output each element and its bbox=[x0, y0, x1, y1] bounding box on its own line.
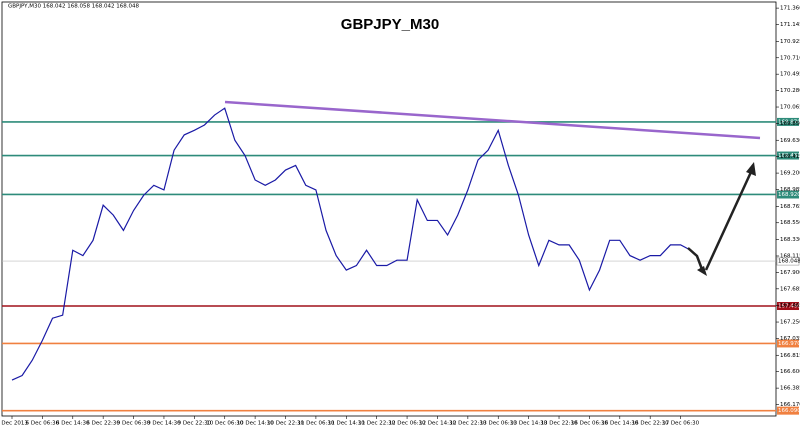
x-tick-label: 9 Dec 14:30 bbox=[147, 421, 181, 427]
price-line bbox=[11, 107, 691, 381]
y-tick-label: 167.685 bbox=[780, 286, 800, 292]
y-tick-label: 167.900 bbox=[780, 270, 800, 276]
level-tag bbox=[777, 190, 799, 199]
y-tick-label: 170.065 bbox=[780, 105, 800, 111]
x-tick-label: 13 Dec 22:30 bbox=[541, 421, 578, 427]
plot-frame bbox=[1, 1, 777, 417]
x-tick-label: 13 Dec 06:30 bbox=[480, 421, 517, 427]
arrow-up bbox=[704, 171, 753, 271]
y-tick-label: 169.415 bbox=[780, 154, 800, 160]
x-tick-label: 5 Dec 2013 bbox=[0, 421, 28, 427]
y-tick-label: 167.035 bbox=[780, 336, 800, 342]
x-tick-label: 9 Dec 22:30 bbox=[178, 421, 212, 427]
x-tick-label: 16 Dec 14:30 bbox=[601, 421, 638, 427]
x-tick-label: 12 Dec 06:30 bbox=[389, 421, 426, 427]
y-tick-label: 169.200 bbox=[780, 171, 800, 177]
level-tag bbox=[777, 339, 799, 348]
level-label: 169.430 bbox=[778, 153, 800, 159]
y-tick-label: 170.710 bbox=[780, 55, 800, 61]
x-tick-label: 12 Dec 22:30 bbox=[449, 421, 486, 427]
y-tick-label: 168.765 bbox=[780, 204, 800, 210]
x-tick-label: 10 Dec 14:30 bbox=[237, 421, 274, 427]
chart-title: GBPJPY_M30 bbox=[341, 16, 439, 33]
y-tick-label: 169.850 bbox=[780, 121, 800, 127]
y-tick-label: 168.330 bbox=[780, 237, 800, 243]
y-tick-label: 170.280 bbox=[780, 88, 800, 94]
x-tick-label: 13 Dec 14:30 bbox=[510, 421, 547, 427]
x-tick-label: 17 Dec 06:30 bbox=[662, 421, 699, 427]
level-label: 166.970 bbox=[778, 341, 800, 347]
y-tick-label: 171.360 bbox=[780, 6, 800, 12]
y-tick-label: 167.465 bbox=[780, 303, 800, 309]
y-tick-label: 166.385 bbox=[780, 386, 800, 392]
level-tag bbox=[777, 151, 799, 160]
level-tag bbox=[777, 117, 799, 126]
header: GBPJPY,M30 168.042 168.058 168.042 168.0… bbox=[8, 4, 139, 10]
y-tick-label: 170.925 bbox=[780, 39, 800, 45]
x-tick-label: 6 Dec 22:30 bbox=[86, 421, 120, 427]
y-tick-label: 166.815 bbox=[780, 353, 800, 359]
y-tick-label: 169.630 bbox=[780, 138, 800, 144]
x-tick-label: 6 Dec 06:30 bbox=[26, 421, 60, 427]
x-tick-label: 16 Dec 22:30 bbox=[632, 421, 669, 427]
y-tick-label: 168.550 bbox=[780, 220, 800, 226]
y-tick-label: 167.250 bbox=[780, 320, 800, 326]
y-tick-label: 168.985 bbox=[780, 187, 800, 193]
x-tick-label: 6 Dec 14:30 bbox=[56, 421, 90, 427]
current-price-tag bbox=[776, 256, 800, 266]
y-tick-label: 170.495 bbox=[780, 72, 800, 78]
arrow-head bbox=[697, 266, 707, 276]
level-tag bbox=[777, 406, 799, 415]
x-tick-label: 11 Dec 14:30 bbox=[328, 421, 365, 427]
y-tick-label: 166.170 bbox=[780, 402, 800, 408]
y-tick-label: 168.115 bbox=[780, 253, 800, 259]
arrow-down bbox=[687, 247, 705, 273]
trend-line bbox=[224, 100, 761, 140]
current-price-label: 168.048 bbox=[778, 259, 800, 265]
x-tick-label: 11 Dec 06:30 bbox=[297, 421, 334, 427]
level-label: 168.920 bbox=[778, 192, 800, 198]
level-label: 166.090 bbox=[778, 408, 800, 414]
level-label: 167.460 bbox=[778, 304, 800, 310]
level-label: 169.870 bbox=[778, 119, 800, 125]
y-tick-label: 166.600 bbox=[780, 369, 800, 375]
x-tick-label: 12 Dec 14:30 bbox=[419, 421, 456, 427]
level-tag bbox=[777, 302, 799, 311]
x-tick-label: 11 Dec 22:30 bbox=[358, 421, 395, 427]
y-tick-label: 171.145 bbox=[780, 22, 800, 28]
x-tick-label: 10 Dec 22:30 bbox=[267, 421, 304, 427]
x-tick-label: 10 Dec 06:30 bbox=[206, 421, 243, 427]
x-tick-label: 16 Dec 06:30 bbox=[571, 421, 608, 427]
x-tick-label: 9 Dec 06:30 bbox=[117, 421, 151, 427]
arrow-head bbox=[746, 162, 756, 176]
